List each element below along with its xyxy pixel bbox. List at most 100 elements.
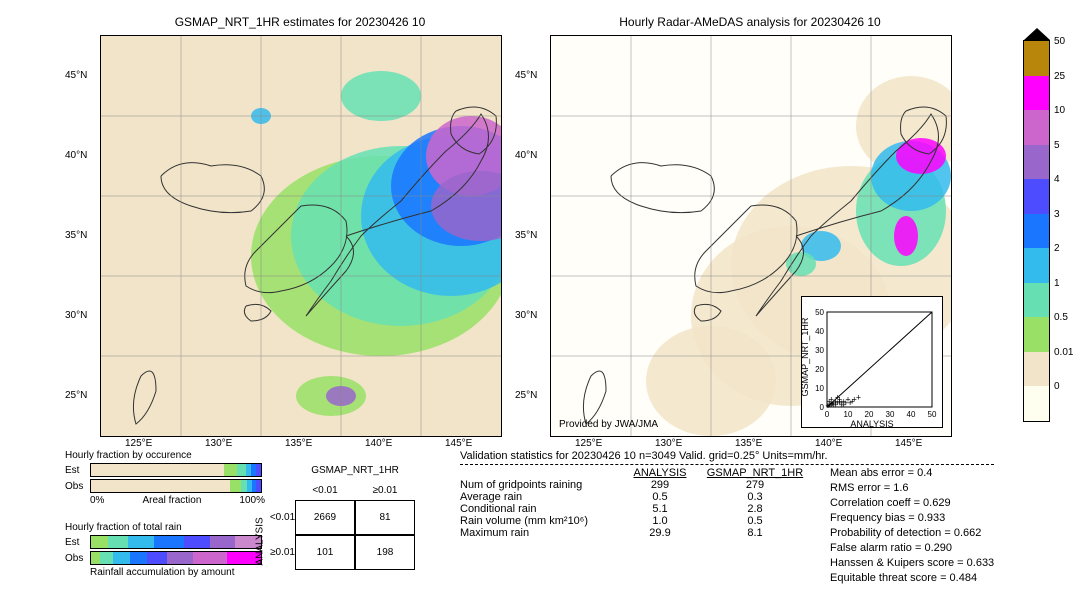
map-ytick: 45°N: [65, 70, 87, 81]
scatter-ylabel: GSMAP_NRT_1HR: [800, 312, 810, 402]
hbar-row-label: Est: [65, 465, 90, 476]
val-row-a: 1.0: [620, 515, 700, 527]
metric-line: Frequency bias = 0.933: [830, 512, 994, 524]
colorbar-tick-label: 50: [1054, 36, 1065, 47]
metric-line: RMS error = 1.6: [830, 482, 994, 494]
map-ytick: 40°N: [65, 150, 87, 161]
right-map-panel: Provided by JWA/JMA 00101020203030404050…: [550, 35, 952, 437]
val-row-a: 5.1: [620, 503, 700, 515]
colorbar-top-triangle: [1024, 28, 1050, 40]
svg-text:40: 40: [907, 410, 916, 419]
svg-text:0: 0: [820, 403, 825, 412]
validation-metrics: Mean abs error = 0.4 RMS error = 1.6 Corre…: [830, 467, 994, 587]
svg-text:50: 50: [815, 308, 824, 317]
svg-text:20: 20: [865, 410, 874, 419]
map-ytick: 35°N: [65, 230, 87, 241]
colorbar-tick-label: 10: [1054, 105, 1065, 116]
map-xtick: 125°E: [125, 438, 152, 449]
hbar: [90, 551, 262, 565]
svg-text:0: 0: [825, 410, 830, 419]
svg-text:10: 10: [844, 410, 853, 419]
metric-line: Mean abs error = 0.4: [830, 467, 994, 479]
ct-col-h0: <0.01: [295, 480, 355, 500]
map-xtick: 140°E: [365, 438, 392, 449]
map-ytick: 30°N: [515, 310, 537, 321]
svg-text:40: 40: [815, 327, 824, 336]
ct-v00: 2669: [295, 500, 355, 535]
ct-row-title: ANALYSIS: [255, 506, 266, 566]
metric-line: Hanssen & Kuipers score = 0.633: [830, 557, 994, 569]
svg-text:50: 50: [928, 410, 937, 419]
svg-text:30: 30: [886, 410, 895, 419]
ct-col-title: GSMAP_NRT_1HR: [295, 460, 415, 480]
colorbar-tick-label: 5: [1054, 140, 1060, 151]
val-row-label: Num of gridpoints raining: [460, 479, 620, 491]
hbar-row-label: Obs: [65, 481, 90, 492]
map-xtick: 125°E: [575, 438, 602, 449]
scatter-svg: 0010102020303040405050++++++++++++++++++…: [802, 297, 942, 427]
colorbar-tick-label: 4: [1054, 174, 1060, 185]
metric-line: Correlation coeff = 0.629: [830, 497, 994, 509]
val-row-b: 279: [700, 479, 810, 491]
val-row-b: 8.1: [700, 527, 810, 539]
validation-table: ANALYSIS GSMAP_NRT_1HR Num of gridpoints…: [460, 467, 810, 587]
ct-row-h1: ≥0.01: [270, 535, 295, 570]
dashboard-container: GSMAP_NRT_1HR estimates for 20230426 10 …: [10, 10, 1070, 602]
validation-stats: Validation statistics for 20230426 10 n=…: [460, 450, 994, 587]
map-xtick: 140°E: [815, 438, 842, 449]
val-row-label: Rain volume (mm km²10⁶): [460, 515, 620, 527]
svg-text:+: +: [852, 394, 857, 404]
colorbar-tick-label: 0: [1054, 381, 1060, 392]
map-ytick: 25°N: [65, 390, 87, 401]
ct-v01: 81: [355, 500, 415, 535]
left-map-title: GSMAP_NRT_1HR estimates for 20230426 10: [100, 15, 500, 29]
scatter-inset: 0010102020303040405050++++++++++++++++++…: [801, 296, 943, 428]
colorbar-tick-label: 3: [1054, 209, 1060, 220]
val-row-a: 29.9: [620, 527, 700, 539]
colorbar-tick-label: 25: [1054, 71, 1065, 82]
metric-line: Equitable threat score = 0.484: [830, 572, 994, 584]
contingency-table: GSMAP_NRT_1HR <0.01 ≥0.01 <0.01 2669 81 …: [270, 460, 415, 570]
provided-by-label: Provided by JWA/JMA: [559, 419, 658, 430]
ct-col-h1: ≥0.01: [355, 480, 415, 500]
ct-v10: 101: [295, 535, 355, 570]
hbar: [90, 479, 262, 493]
colorbar: 502510543210.50.010: [1023, 40, 1050, 422]
val-row-a: 299: [620, 479, 700, 491]
map-xtick: 135°E: [285, 438, 312, 449]
hourly-occurrence-block: Hourly fraction by occurence EstObs 0% A…: [65, 450, 265, 506]
right-map-title: Hourly Radar-AMeDAS analysis for 2023042…: [550, 15, 950, 29]
htot-xlabel: Rainfall accumulation by amount: [65, 567, 290, 578]
map-xtick: 135°E: [735, 438, 762, 449]
hbar: [90, 463, 262, 477]
hbar: [90, 535, 262, 549]
map-xtick: 130°E: [655, 438, 682, 449]
map-ytick: 25°N: [515, 390, 537, 401]
map-xtick: 145°E: [445, 438, 472, 449]
svg-text:20: 20: [815, 365, 824, 374]
hocc-xlabel-left: 0%: [90, 495, 104, 506]
val-row-label: Conditional rain: [460, 503, 620, 515]
val-row-a: 0.5: [620, 491, 700, 503]
hocc-xlabel-center: Areal fraction: [104, 495, 239, 506]
map-ytick: 40°N: [515, 150, 537, 161]
scatter-xlabel: ANALYSIS: [802, 419, 942, 429]
colorbar-tick-label: 2: [1054, 243, 1060, 254]
colorbar-tick-label: 0.5: [1054, 312, 1068, 323]
val-row-label: Maximum rain: [460, 527, 620, 539]
val-col-h0: ANALYSIS: [620, 467, 700, 479]
map-ytick: 35°N: [515, 230, 537, 241]
ct-v11: 198: [355, 535, 415, 570]
metric-line: Probability of detection = 0.662: [830, 527, 994, 539]
val-row-label: Average rain: [460, 491, 620, 503]
map-ytick: 30°N: [65, 310, 87, 321]
left-map-panel: [100, 35, 502, 437]
map-xtick: 145°E: [895, 438, 922, 449]
svg-text:10: 10: [815, 384, 824, 393]
val-col-h1: GSMAP_NRT_1HR: [700, 467, 810, 479]
val-row-b: 0.3: [700, 491, 810, 503]
map-xtick: 130°E: [205, 438, 232, 449]
metric-line: False alarm ratio = 0.290: [830, 542, 994, 554]
hbar-row-label: Obs: [65, 553, 90, 564]
validation-title: Validation statistics for 20230426 10 n=…: [460, 450, 994, 462]
